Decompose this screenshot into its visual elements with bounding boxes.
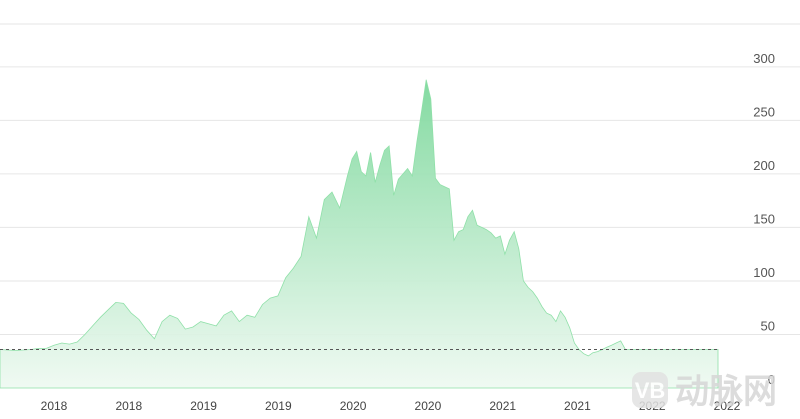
area-layer [0, 79, 719, 389]
x-tick-label: 2021 [489, 399, 516, 413]
watermark: VB 动脉网 [632, 372, 777, 412]
y-tick-label: 100 [753, 265, 775, 280]
x-tick-label: 2021 [564, 399, 591, 413]
series-area [0, 79, 719, 389]
x-tick-label: 2018 [41, 399, 68, 413]
x-axis-ticks: 2018201820192019202020202021202120222022 [41, 399, 741, 413]
x-tick-label: 2019 [265, 399, 292, 413]
watermark-badge-text: VB [635, 378, 666, 403]
watermark-badge [632, 372, 668, 408]
y-axis-ticks: 0 50 100 150 200 250 300 [753, 51, 775, 387]
y-tick-label: 300 [753, 51, 775, 66]
y-tick-label: 50 [761, 318, 775, 333]
y-tick-label: 150 [753, 211, 775, 226]
x-tick-label: 2020 [340, 399, 367, 413]
x-tick-label: 2019 [190, 399, 217, 413]
y-tick-label: 200 [753, 158, 775, 173]
watermark-text: 动脉网 [675, 372, 777, 412]
x-tick-label: 2018 [115, 399, 142, 413]
x-tick-label: 2022 [714, 399, 741, 413]
y-tick-label: 250 [753, 104, 775, 119]
y-tick-label: 0 [768, 372, 775, 387]
x-tick-label: 2020 [415, 399, 442, 413]
